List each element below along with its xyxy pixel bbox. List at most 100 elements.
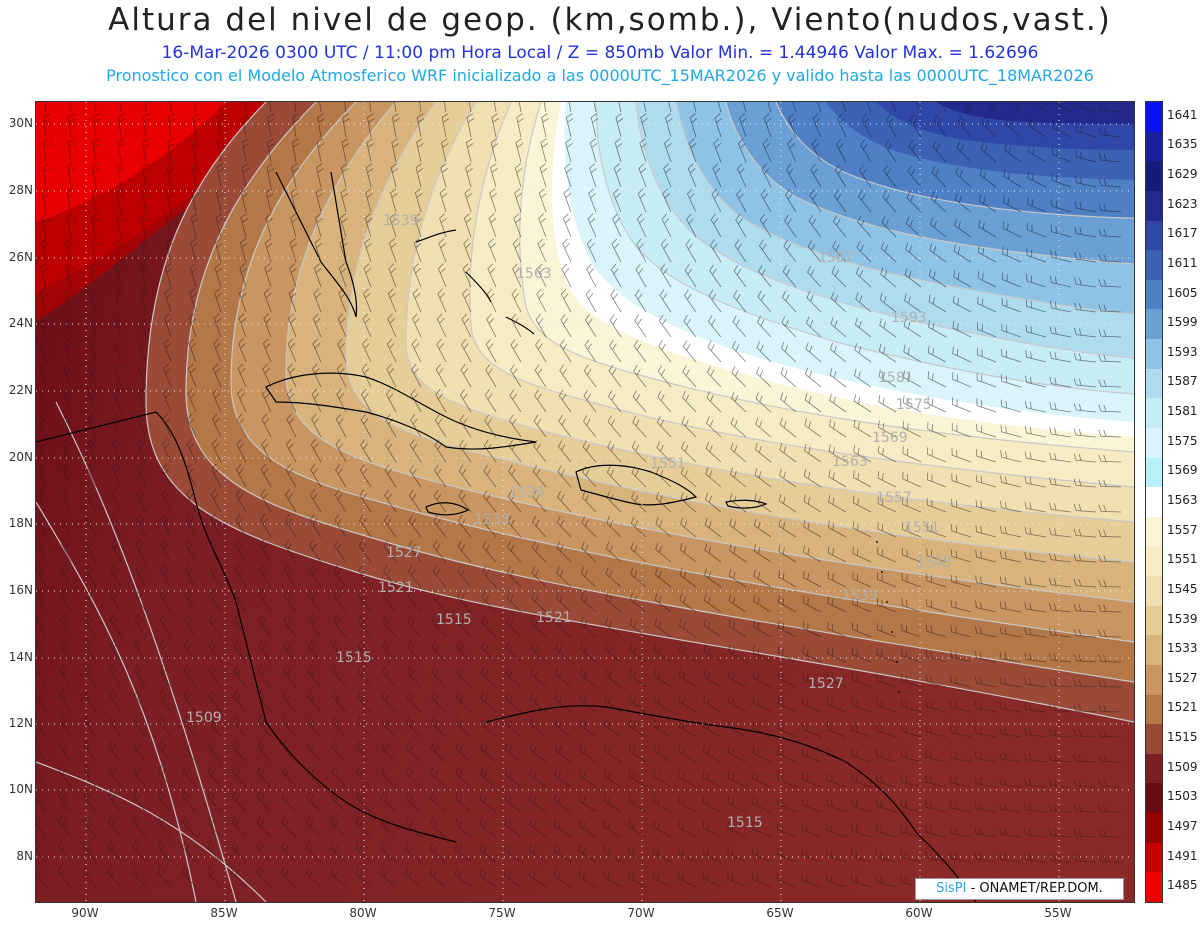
wind-barb	[1000, 374, 1022, 388]
wind-barb	[335, 438, 347, 463]
wind-barb	[1098, 654, 1122, 663]
wind-barb	[62, 463, 72, 488]
wind-barb	[779, 417, 797, 438]
wind-barb	[481, 616, 497, 638]
wind-barb	[505, 692, 522, 713]
wind-barb	[237, 388, 247, 413]
wind-barb	[58, 764, 72, 788]
wind-barb	[852, 622, 872, 638]
wind-barb	[925, 724, 947, 738]
wind-barb	[607, 415, 622, 438]
wind-barb	[511, 288, 522, 313]
wind-barb	[704, 543, 722, 563]
colorbar-label: 1611	[1167, 255, 1198, 270]
wind-barb	[454, 868, 472, 888]
wind-barb	[182, 765, 197, 788]
wind-barb	[999, 752, 1022, 763]
wind-barb	[339, 238, 347, 263]
wind-barb	[678, 669, 697, 688]
wind-barb	[752, 746, 772, 763]
wind-barb	[857, 215, 872, 238]
wind-barb	[907, 165, 922, 188]
wind-barb	[803, 469, 822, 488]
wind-barb	[950, 700, 972, 713]
wind-barb	[779, 468, 797, 488]
wind-barb	[504, 818, 522, 838]
wind-barb	[729, 493, 747, 513]
wind-barb	[851, 672, 872, 688]
wind-barb	[586, 263, 597, 288]
wind-barb	[900, 724, 922, 738]
wind-barb	[334, 489, 347, 513]
wind-barb	[36, 714, 47, 738]
wind-barb	[752, 847, 772, 863]
wind-barb	[364, 213, 373, 238]
wind-barb	[310, 438, 322, 463]
wind-barb	[232, 765, 247, 788]
wind-barb	[164, 288, 173, 313]
wind-barb	[84, 689, 97, 713]
wind-barb	[110, 563, 122, 588]
wind-barb	[256, 816, 272, 838]
wind-barb	[536, 288, 547, 313]
wind-barb	[876, 723, 897, 738]
wind-barb	[529, 717, 547, 738]
wind-barb	[166, 163, 175, 188]
wind-barb	[1024, 425, 1047, 438]
wind-barb	[702, 795, 722, 813]
wind-barb	[880, 267, 897, 288]
wind-barb	[216, 188, 224, 213]
wind-barb	[162, 388, 172, 413]
model-info-line: Pronostico con el Modelo Atmosferico WRF…	[106, 66, 1094, 85]
wind-barb	[333, 564, 347, 588]
wind-barb	[559, 339, 572, 363]
wind-barb	[1048, 828, 1072, 838]
wind-barb	[68, 113, 76, 138]
wind-barb	[951, 448, 972, 463]
wind-barb	[1049, 527, 1072, 538]
wind-barb	[334, 514, 347, 538]
wind-barb	[905, 242, 922, 263]
wind-barb	[408, 514, 422, 538]
contour-value-labels: 1539 1563 1587 1593 1581 1575 1569 1563 …	[186, 213, 952, 831]
wind-barb	[854, 317, 872, 338]
wind-barb	[949, 851, 972, 863]
colorbar-label: 1617	[1167, 226, 1198, 241]
wind-barb	[381, 665, 397, 688]
wind-barb	[284, 539, 297, 563]
wind-barb	[36, 588, 47, 613]
wind-barb	[416, 113, 425, 138]
wind-barb	[1024, 526, 1047, 538]
wind-barb	[459, 414, 472, 438]
wind-barb	[434, 464, 447, 488]
wind-barb	[385, 414, 397, 438]
wind-barb	[830, 291, 847, 313]
wind-barb	[412, 288, 422, 313]
wind-barb	[976, 423, 997, 438]
wind-barb	[613, 163, 622, 188]
wind-barb	[161, 488, 172, 513]
wind-barb	[785, 163, 797, 188]
wind-barb	[832, 215, 847, 238]
wind-barb	[578, 793, 597, 813]
wind-barb	[210, 539, 222, 563]
wind-barb	[188, 313, 197, 338]
wind-barb	[877, 445, 897, 463]
wind-barb	[211, 413, 222, 438]
wind-barb	[116, 188, 125, 213]
wind-barb	[925, 850, 947, 863]
wind-barb	[488, 213, 497, 238]
wind-barb	[184, 589, 197, 613]
colorbar-swatch	[1146, 309, 1162, 340]
credit-box: SisPI - ONAMET/REP.DOM.	[915, 878, 1124, 900]
wind-barb	[802, 621, 822, 638]
wind-barb	[59, 689, 72, 713]
wind-barb	[679, 593, 697, 613]
wind-barb	[1051, 199, 1072, 213]
wind-barb	[593, 102, 597, 113]
wind-barb	[927, 371, 947, 388]
wind-barb	[440, 163, 448, 188]
wind-barb	[529, 742, 547, 763]
wind-barb	[612, 213, 622, 238]
wind-barb	[583, 389, 597, 413]
